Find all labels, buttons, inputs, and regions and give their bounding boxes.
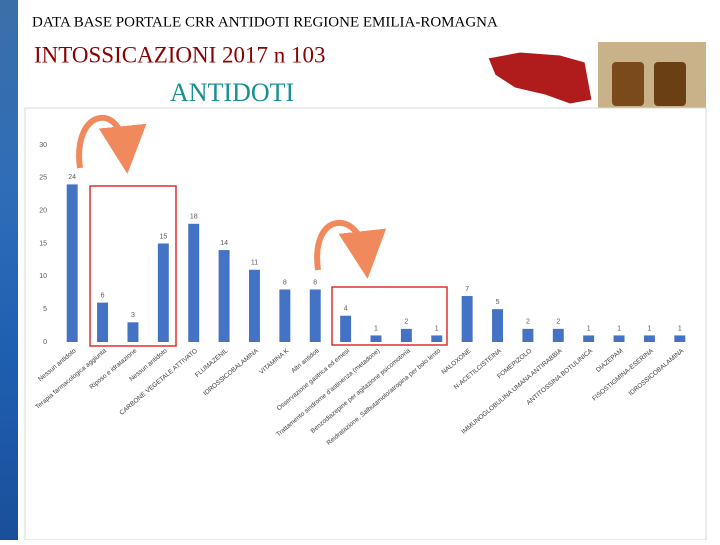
value-label: 6	[101, 292, 105, 299]
bar	[613, 335, 625, 342]
bar	[583, 335, 595, 342]
y-tick-label: 25	[39, 175, 47, 182]
y-tick-label: 10	[39, 273, 47, 280]
y-tick-label: 0	[43, 339, 47, 346]
arrow	[76, 114, 147, 174]
bar	[188, 223, 200, 342]
header-line2: INTOSSICAZIONI 2017 n 103	[34, 42, 326, 67]
value-label: 24	[68, 174, 76, 181]
bar	[643, 335, 655, 342]
bar	[400, 328, 412, 342]
y-tick-label: 15	[39, 240, 47, 247]
bar	[431, 335, 443, 342]
value-label: 1	[678, 325, 682, 332]
map-image	[487, 51, 593, 105]
bar	[492, 309, 503, 342]
bar	[127, 322, 139, 342]
bar	[461, 296, 473, 342]
bar	[309, 289, 321, 342]
value-label: 1	[374, 325, 378, 332]
bottles-image	[598, 42, 706, 108]
y-tick-label: 5	[43, 306, 47, 313]
bar	[218, 250, 230, 342]
arrow	[314, 219, 387, 279]
header-line3: ANTIDOTI	[170, 78, 294, 107]
value-label: 7	[465, 286, 469, 293]
value-label: 1	[587, 325, 591, 332]
side-strip	[0, 0, 18, 540]
value-label: 5	[496, 299, 500, 306]
value-label: 1	[647, 325, 651, 332]
value-label: 18	[190, 214, 198, 221]
highlight-box	[89, 185, 177, 347]
y-tick-label: 20	[39, 208, 47, 215]
value-label: 14	[220, 240, 228, 247]
bar	[66, 184, 78, 342]
value-label: 2	[526, 319, 530, 326]
value-label: 4	[344, 306, 348, 313]
y-tick-label: 30	[39, 142, 47, 149]
bar	[157, 243, 169, 342]
value-label: 11	[251, 260, 258, 267]
value-label: 2	[556, 319, 560, 326]
bar	[522, 328, 534, 342]
chart-frame	[24, 107, 707, 541]
value-label: 8	[313, 279, 317, 286]
bar	[552, 328, 564, 342]
value-label: 2	[404, 319, 408, 326]
value-label: 15	[159, 233, 167, 240]
value-label: 3	[131, 312, 135, 319]
bar	[249, 269, 260, 342]
bar	[370, 335, 382, 342]
value-label: 1	[435, 325, 439, 332]
value-label: 8	[283, 279, 287, 286]
highlight-box	[331, 286, 448, 346]
header-line1: DATA BASE PORTALE CRR ANTIDOTI REGIONE E…	[32, 14, 498, 30]
bar	[97, 302, 109, 342]
value-label: 1	[617, 325, 621, 332]
bar	[674, 335, 686, 342]
bar	[340, 315, 352, 342]
bar	[279, 289, 291, 342]
